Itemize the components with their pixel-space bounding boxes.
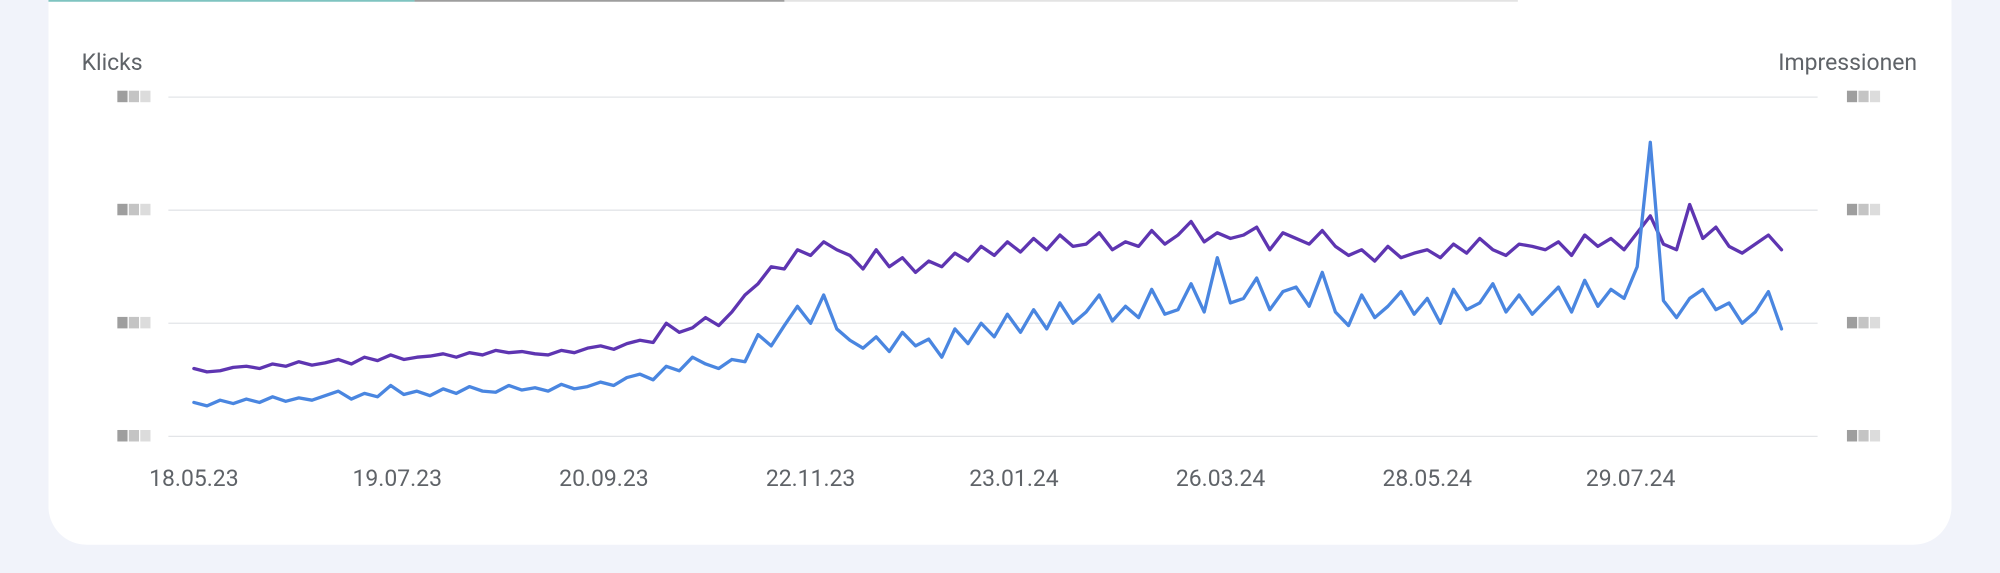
blur-block: [140, 203, 151, 216]
x-tick-label: 18.05.23: [149, 465, 238, 492]
y2-tick-label: [1846, 429, 1881, 442]
blur-block: [1869, 203, 1881, 216]
x-tick-label: 20.09.23: [559, 465, 648, 492]
blur-block: [128, 203, 140, 216]
x-tick-label: 23.01.24: [969, 465, 1059, 492]
blur-block: [117, 316, 128, 329]
y-tick-label: [117, 316, 151, 329]
blur-block: [140, 429, 151, 442]
blur-block: [128, 429, 140, 442]
blur-block: [1846, 90, 1858, 103]
x-tick-label: 26.03.24: [1176, 465, 1266, 492]
y2-tick-label: [1846, 203, 1881, 216]
blur-block: [140, 316, 151, 329]
blur-block: [1858, 316, 1869, 329]
y-tick-label: [117, 90, 151, 103]
x-tick-label: 19.07.23: [353, 465, 442, 492]
blur-block: [1869, 90, 1881, 103]
blur-block: [128, 316, 140, 329]
series-line: [192, 202, 1784, 374]
blur-block: [117, 203, 128, 216]
blur-block: [140, 90, 151, 103]
x-tick-label: 29.07.24: [1586, 465, 1676, 492]
y2-axis-title: Impressionen: [1778, 49, 1917, 76]
blur-block: [117, 90, 128, 103]
y-tick-label: [117, 429, 151, 442]
blur-block: [1869, 316, 1881, 329]
blur-block: [1858, 90, 1869, 103]
blur-block: [117, 429, 128, 442]
card: [48, 0, 1952, 545]
x-tick-label: 28.05.24: [1383, 465, 1473, 492]
blur-block: [1858, 203, 1869, 216]
y2-tick-label: [1846, 316, 1881, 329]
series-line: [192, 140, 1784, 408]
blur-block: [128, 90, 140, 103]
blur-block: [1846, 429, 1858, 442]
blur-block: [1846, 316, 1858, 329]
blur-block: [1846, 203, 1858, 216]
blur-block: [1858, 429, 1869, 442]
y-tick-label: [117, 203, 151, 216]
blur-block: [1869, 429, 1881, 442]
x-tick-label: 22.11.23: [766, 465, 855, 492]
y2-tick-label: [1846, 90, 1881, 103]
y-axis-title: Klicks: [82, 49, 143, 76]
